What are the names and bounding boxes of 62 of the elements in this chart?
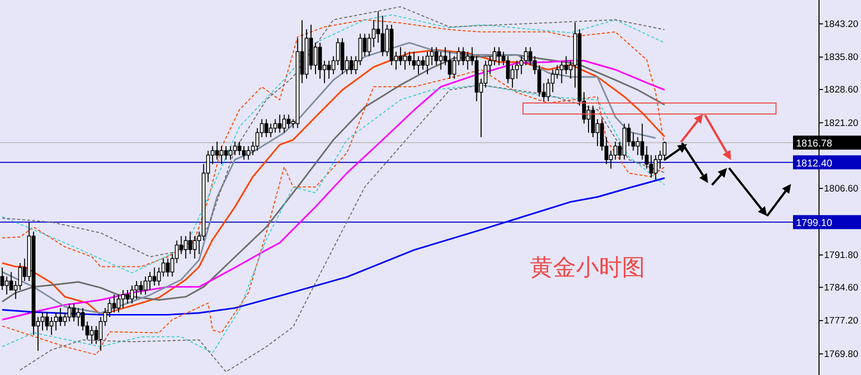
candlestick bbox=[546, 78, 550, 102]
annotation: 黄金小时图 bbox=[530, 255, 645, 281]
candlestick bbox=[192, 236, 197, 260]
candlestick bbox=[184, 236, 188, 260]
line-series bbox=[1, 177, 666, 316]
candlestick bbox=[273, 118, 278, 134]
candlestick bbox=[278, 114, 282, 134]
candlestick bbox=[367, 33, 372, 57]
y-tick-label: 1791.80 bbox=[824, 250, 858, 261]
candlestick bbox=[362, 33, 367, 57]
candlestick bbox=[358, 33, 362, 66]
candlestick bbox=[649, 154, 654, 178]
candlestick bbox=[9, 272, 14, 291]
candlestick bbox=[90, 325, 94, 344]
y-tick-label: 1821.20 bbox=[824, 118, 858, 129]
candlestick bbox=[349, 56, 354, 75]
candlestick bbox=[76, 308, 80, 326]
candlestick bbox=[286, 114, 291, 129]
ref-line-label: 1799.10 bbox=[796, 218, 833, 230]
candlestick bbox=[0, 267, 4, 291]
candlestick bbox=[528, 46, 532, 66]
candlestick bbox=[640, 123, 644, 160]
y-tick-label: 1777.20 bbox=[824, 316, 858, 327]
candlestick bbox=[560, 60, 564, 84]
candlestick bbox=[438, 51, 443, 70]
candlestick bbox=[179, 236, 184, 255]
candlestick bbox=[555, 64, 560, 80]
candlestick bbox=[94, 325, 98, 344]
candlestick bbox=[466, 51, 470, 70]
candlestick bbox=[448, 51, 452, 80]
candlestick bbox=[264, 118, 268, 138]
candlestick bbox=[434, 46, 438, 66]
candlestick bbox=[654, 154, 658, 180]
candlestick bbox=[613, 141, 618, 160]
candlestick bbox=[636, 136, 640, 156]
candlestick bbox=[4, 276, 9, 296]
y-tick-label: 1769.80 bbox=[824, 348, 858, 360]
candlestick bbox=[268, 123, 273, 138]
candlestick bbox=[461, 46, 466, 66]
candlestick bbox=[372, 20, 376, 48]
y-tick-label: 1835.80 bbox=[824, 52, 858, 64]
candlestick bbox=[524, 46, 528, 66]
y-tick-label: 1784.60 bbox=[824, 282, 858, 294]
candlestick bbox=[452, 56, 456, 80]
candlestick bbox=[282, 114, 286, 134]
candlestick bbox=[537, 64, 542, 98]
candlestick bbox=[188, 231, 192, 255]
candlestick bbox=[161, 258, 166, 278]
ref-line-label: 1816.78 bbox=[796, 138, 833, 150]
candlestick bbox=[98, 316, 103, 352]
ref-line-label: 1812.40 bbox=[796, 158, 833, 170]
candlestick bbox=[67, 303, 72, 322]
candlestick bbox=[72, 303, 76, 322]
candlestick bbox=[255, 128, 260, 152]
candlestick bbox=[380, 15, 385, 57]
candlestick bbox=[564, 56, 568, 75]
y-tick-label: 1806.60 bbox=[824, 183, 858, 194]
y-tick-label: 1828.60 bbox=[824, 84, 858, 96]
candlestick bbox=[166, 258, 170, 278]
y-tick-label: 1843.20 bbox=[824, 18, 858, 30]
candlestick bbox=[550, 69, 555, 93]
candlestick bbox=[18, 262, 22, 291]
